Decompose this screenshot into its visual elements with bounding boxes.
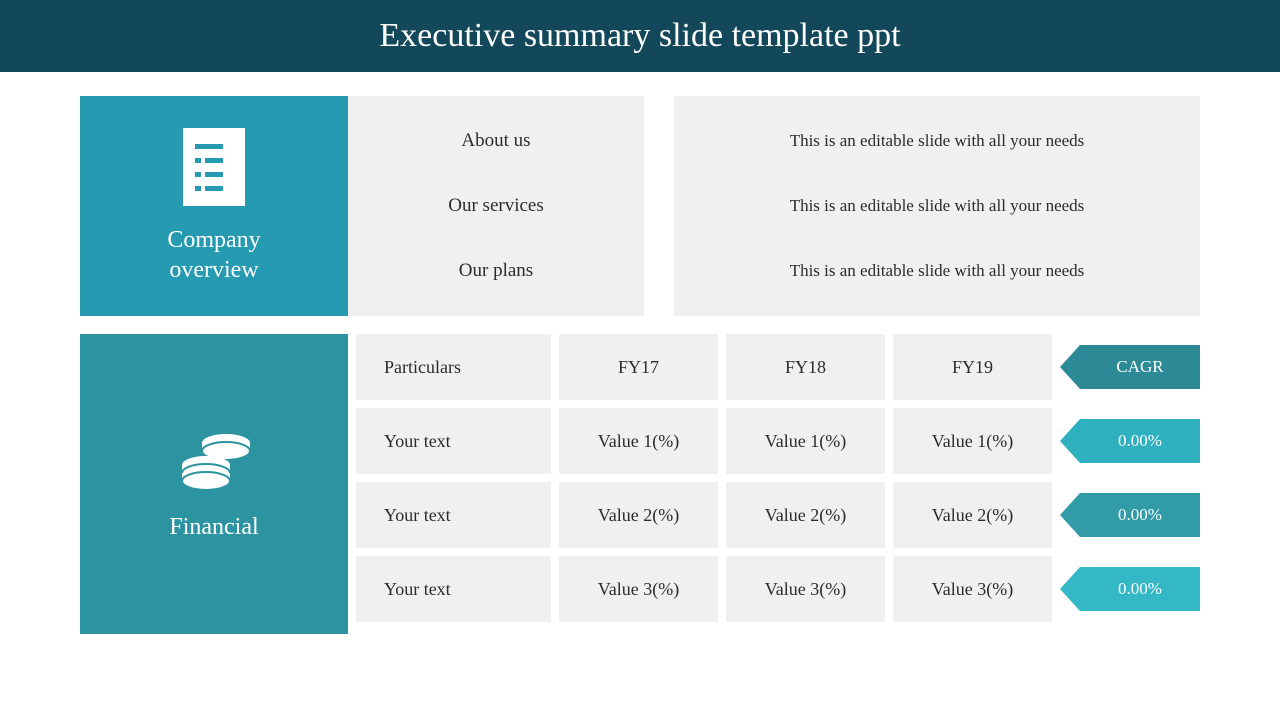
header-bar: Executive summary slide template ppt — [0, 0, 1280, 72]
overview-labels-column: About us Our services Our plans — [348, 96, 644, 316]
company-overview-section: Company overview About us Our services O… — [80, 96, 1200, 316]
overview-desc-item: This is an editable slide with all your … — [674, 196, 1200, 216]
table-cell: Value 3(%) — [726, 556, 885, 622]
table-cell: Value 3(%) — [559, 556, 718, 622]
document-icon — [183, 128, 245, 211]
coins-icon — [172, 427, 256, 496]
table-cell: Value 2(%) — [726, 482, 885, 548]
slide: Executive summary slide template ppt — [0, 0, 1280, 720]
table-row: Your text Value 1(%) Value 1(%) Value 1(… — [356, 408, 1200, 474]
table-cell: Value 1(%) — [893, 408, 1052, 474]
overview-label-item: About us — [348, 130, 644, 152]
company-overview-label: Company overview — [167, 225, 260, 285]
slide-title: Executive summary slide template ppt — [379, 17, 900, 55]
financial-label: Financial — [169, 514, 258, 541]
overview-desc-item: This is an editable slide with all your … — [674, 131, 1200, 151]
overview-desc-item: This is an editable slide with all your … — [674, 261, 1200, 281]
cagr-arrow: 0.00% — [1060, 408, 1200, 474]
table-header-cell: FY19 — [893, 334, 1052, 400]
financial-panel: Financial — [80, 334, 348, 634]
table-header-cell: FY17 — [559, 334, 718, 400]
cagr-arrow: CAGR — [1060, 334, 1200, 400]
company-overview-panel: Company overview — [80, 96, 348, 316]
table-header-cell: Particulars — [356, 334, 551, 400]
overview-label-item: Our plans — [348, 260, 644, 282]
table-cell: Value 2(%) — [559, 482, 718, 548]
overview-desc-column: This is an editable slide with all your … — [674, 96, 1200, 316]
table-cell: Value 1(%) — [559, 408, 718, 474]
table-cell: Your text — [356, 482, 551, 548]
table-row: Your text Value 2(%) Value 2(%) Value 2(… — [356, 482, 1200, 548]
cagr-arrow: 0.00% — [1060, 556, 1200, 622]
table-header-cell: FY18 — [726, 334, 885, 400]
table-cell: Your text — [356, 408, 551, 474]
financial-section: Financial Particulars FY17 FY18 FY19 CAG… — [80, 334, 1200, 634]
overview-label-item: Our services — [348, 195, 644, 217]
content-area: Company overview About us Our services O… — [0, 72, 1280, 634]
table-row: Your text Value 3(%) Value 3(%) Value 3(… — [356, 556, 1200, 622]
table-cell: Value 2(%) — [893, 482, 1052, 548]
table-cell: Value 1(%) — [726, 408, 885, 474]
financial-table: Particulars FY17 FY18 FY19 CAGR Your tex… — [356, 334, 1200, 634]
table-header-row: Particulars FY17 FY18 FY19 CAGR — [356, 334, 1200, 400]
table-cell: Your text — [356, 556, 551, 622]
cagr-arrow: 0.00% — [1060, 482, 1200, 548]
table-cell: Value 3(%) — [893, 556, 1052, 622]
